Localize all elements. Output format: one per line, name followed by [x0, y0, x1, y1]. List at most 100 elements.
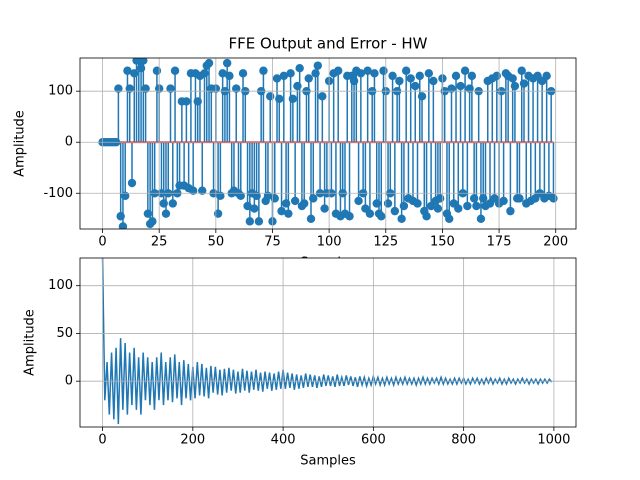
stem-marker	[311, 69, 320, 78]
stem-marker	[549, 194, 558, 203]
stem-marker	[193, 97, 202, 106]
stem-marker	[399, 201, 409, 211]
stem-marker	[517, 66, 526, 75]
x-tick-label: 800	[451, 433, 476, 448]
stem-marker	[395, 76, 404, 86]
stem-marker	[281, 199, 291, 208]
stem-marker	[465, 84, 474, 93]
stem-marker	[259, 66, 268, 75]
plot-area	[98, 58, 558, 229]
stem-marker	[188, 186, 198, 195]
x-tick-label: 125	[373, 235, 398, 250]
stem-marker	[445, 214, 454, 223]
stem-marker	[252, 191, 261, 201]
stem-marker	[456, 81, 465, 91]
stem-marker	[417, 92, 427, 101]
x-tick-label: 25	[151, 235, 168, 250]
stem-marker	[413, 199, 422, 208]
stem-marker	[499, 196, 508, 206]
stem-marker	[515, 194, 524, 203]
stem-marker	[245, 217, 255, 226]
stem-marker	[454, 204, 463, 213]
stem-marker	[451, 71, 461, 81]
y-tick-label: 0	[65, 135, 73, 150]
stem-marker	[295, 64, 304, 73]
stem-marker	[143, 209, 153, 218]
stem-marker	[377, 212, 386, 221]
stem-marker	[388, 71, 397, 81]
y-tick-label: 100	[48, 84, 73, 99]
stem-marker	[406, 74, 415, 83]
stem-marker	[148, 217, 157, 226]
stem-marker	[383, 199, 393, 208]
stem-marker	[277, 206, 286, 216]
stem-marker	[397, 214, 406, 223]
x-tick-label: 75	[264, 235, 281, 250]
axes-frame	[79, 257, 577, 428]
x-tick-label: 200	[543, 235, 568, 250]
stem-marker	[435, 194, 445, 203]
axes-frame	[79, 57, 577, 230]
stem-marker	[161, 209, 171, 218]
x-tick-label: 100	[317, 235, 342, 250]
stem-marker	[139, 58, 148, 65]
stem-marker	[136, 64, 146, 73]
stem-marker	[372, 199, 381, 208]
x-tick-label: 200	[180, 433, 205, 448]
stem-marker	[284, 209, 293, 218]
stem-marker	[123, 66, 132, 75]
stem-marker	[318, 92, 327, 101]
stem-marker	[424, 69, 434, 78]
stem-marker	[411, 81, 420, 91]
x-tick-label: 175	[487, 235, 512, 250]
x-tick-label: 400	[271, 433, 296, 448]
stem-marker	[463, 201, 472, 211]
stem-marker	[309, 194, 318, 203]
stem-marker	[519, 79, 529, 88]
x-tick-label: 600	[361, 433, 386, 448]
stem-marker	[222, 58, 232, 68]
y-axis-label: Amplitude	[23, 309, 38, 376]
stem-marker	[306, 214, 316, 223]
stem-marker	[304, 74, 313, 83]
stem-marker	[460, 66, 470, 75]
stem-marker	[243, 201, 252, 211]
stem-marker	[354, 196, 363, 206]
x-tick-label: 50	[208, 235, 225, 250]
stem-marker	[313, 61, 323, 70]
stem-marker	[125, 84, 134, 93]
stem-marker	[216, 191, 225, 201]
stem-marker	[472, 201, 481, 211]
stem-marker	[286, 69, 295, 78]
stem-marker	[476, 214, 486, 223]
y-tick-label: 100	[48, 278, 73, 293]
stem-marker	[254, 217, 264, 226]
y-tick-label: -100	[43, 186, 73, 201]
stem-marker	[333, 66, 343, 75]
stem-marker	[363, 66, 372, 75]
stem-marker	[204, 58, 214, 68]
stem-marker	[508, 74, 517, 83]
stem-marker	[279, 71, 289, 81]
y-axis-label: Amplitude	[13, 110, 28, 177]
stem-marker	[127, 178, 137, 188]
y-tick-label: 0	[65, 374, 73, 389]
stem-marker	[236, 191, 245, 201]
y-tick-label: 50	[56, 326, 73, 341]
stem-marker	[275, 94, 284, 104]
stem-marker	[270, 194, 279, 203]
stem-marker	[272, 74, 282, 83]
stem-marker	[121, 191, 130, 201]
stem-marker	[141, 84, 150, 93]
stem-marker	[506, 206, 515, 216]
stem-marker	[159, 199, 168, 208]
stem-marker	[118, 222, 128, 229]
stem-marker	[356, 69, 366, 78]
stem-marker	[225, 71, 234, 81]
stem-marker	[198, 186, 207, 195]
stem-marker	[166, 84, 175, 93]
stem-marker	[218, 69, 227, 78]
plot-area	[101, 258, 553, 425]
stem-marker	[116, 212, 125, 221]
